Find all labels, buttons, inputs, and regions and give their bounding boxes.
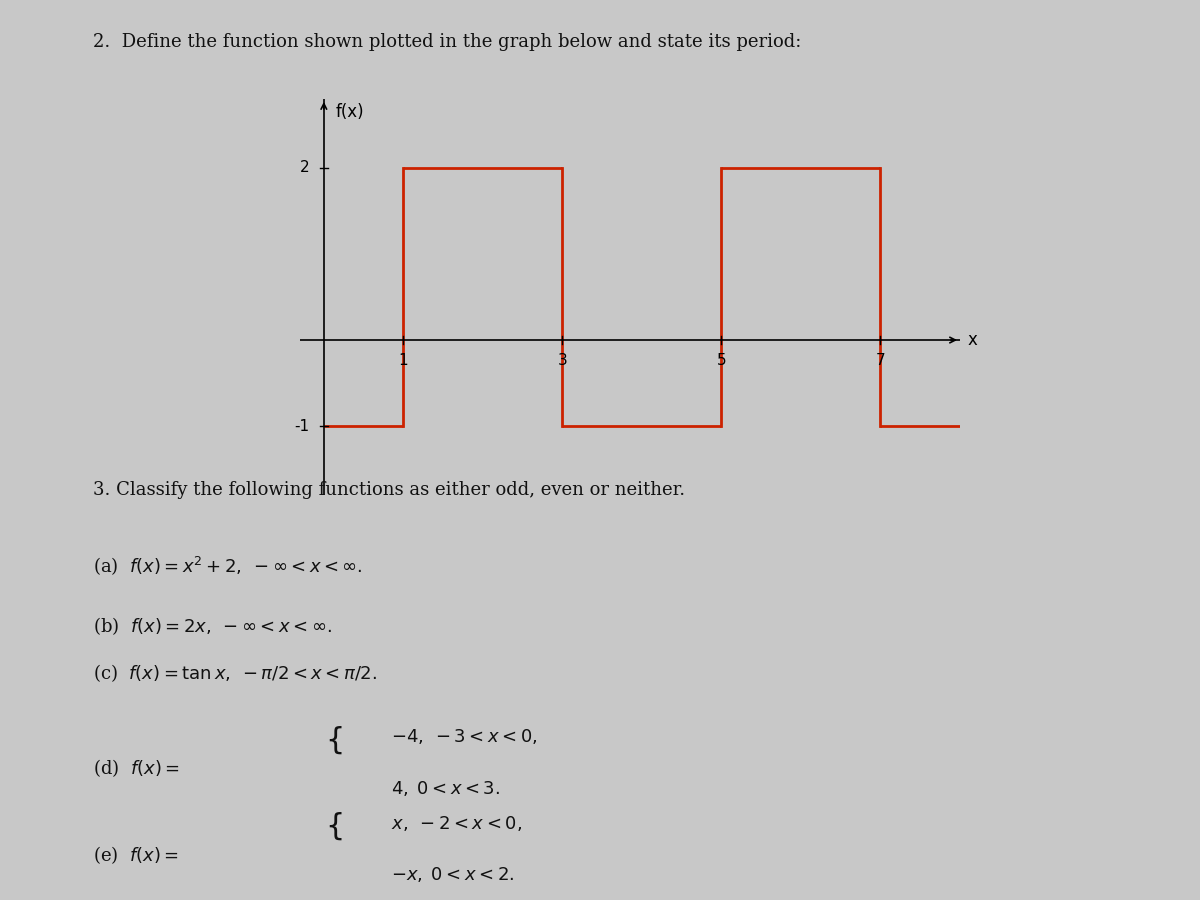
Text: 5: 5 bbox=[716, 353, 726, 368]
Text: 2: 2 bbox=[300, 160, 310, 176]
Text: 1: 1 bbox=[398, 353, 408, 368]
Text: (c)  $f(x)=\tan x,\;-\pi/2<x<\pi/2.$: (c) $f(x)=\tan x,\;-\pi/2<x<\pi/2.$ bbox=[94, 662, 377, 684]
Text: -1: -1 bbox=[294, 418, 310, 434]
Text: 3: 3 bbox=[558, 353, 568, 368]
Text: f(x): f(x) bbox=[336, 104, 365, 122]
Text: (e)  $f(x)=$: (e) $f(x)=$ bbox=[94, 844, 179, 866]
Text: (d)  $f(x)=$: (d) $f(x)=$ bbox=[94, 758, 180, 779]
Text: $\{$: $\{$ bbox=[325, 811, 342, 842]
Text: (b)  $f(x)=2x,\;-\infty<x<\infty.$: (b) $f(x)=2x,\;-\infty<x<\infty.$ bbox=[94, 615, 332, 636]
Text: $4,\;0<x<3.$: $4,\;0<x<3.$ bbox=[391, 779, 500, 798]
Text: $\{$: $\{$ bbox=[325, 724, 342, 756]
Text: 2.  Define the function shown plotted in the graph below and state its period:: 2. Define the function shown plotted in … bbox=[94, 33, 802, 51]
Text: 3. Classify the following functions as either odd, even or neither.: 3. Classify the following functions as e… bbox=[94, 481, 685, 499]
Text: $-x,\;0<x<2.$: $-x,\;0<x<2.$ bbox=[391, 866, 515, 885]
Text: $x,\;-2<x<0,$: $x,\;-2<x<0,$ bbox=[391, 814, 522, 832]
Text: 7: 7 bbox=[876, 353, 886, 368]
Text: (a)  $f(x)=x^2+2,\;-\infty<x<\infty.$: (a) $f(x)=x^2+2,\;-\infty<x<\infty.$ bbox=[94, 554, 362, 577]
Text: $-4,\;-3<x<0,$: $-4,\;-3<x<0,$ bbox=[391, 727, 538, 746]
Text: x: x bbox=[968, 331, 978, 349]
